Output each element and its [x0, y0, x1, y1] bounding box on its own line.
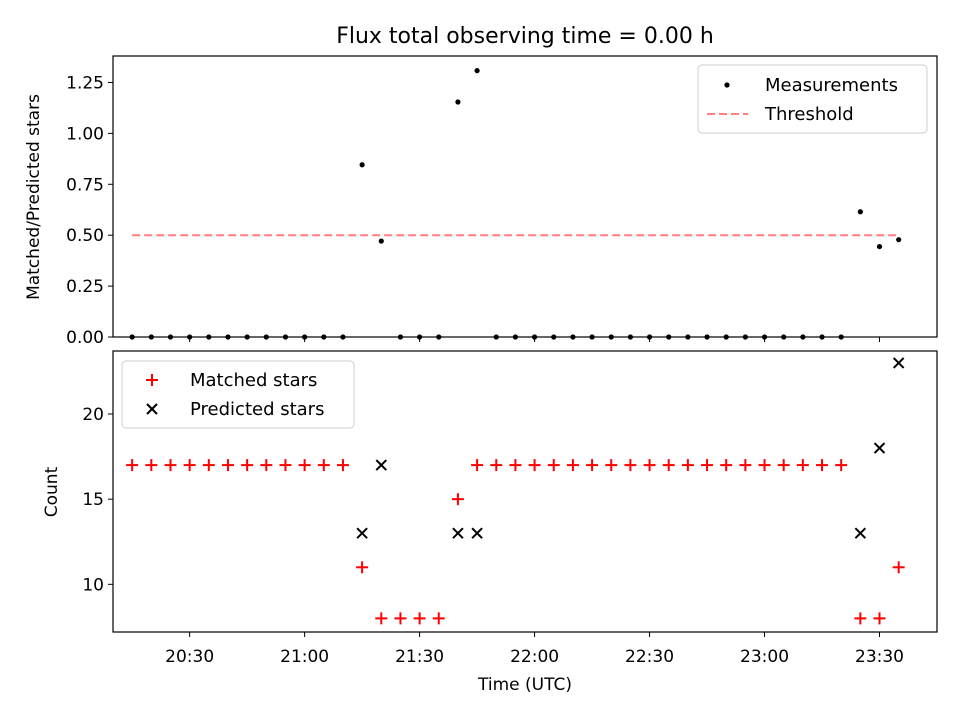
predicted-stars-point [873, 442, 886, 454]
matched-stars-point [586, 459, 599, 472]
matched-stars-point [260, 459, 273, 472]
measurement-point [857, 209, 863, 215]
ratio-y-tick-label: 1.25 [66, 73, 104, 93]
x-tick-label: 22:00 [510, 647, 559, 667]
matched-stars-point [720, 459, 733, 472]
x-tick-label: 23:00 [740, 647, 789, 667]
measurement-point [378, 238, 384, 244]
matched-stars-point [873, 612, 886, 625]
matched-stars-point [681, 459, 694, 472]
count-y-ticks: 10 15 20 [82, 405, 113, 595]
x-tick-label: 22:30 [625, 647, 674, 667]
matched-stars-point [241, 459, 254, 472]
matched-stars-point [202, 459, 215, 472]
matched-stars-point [413, 612, 426, 625]
count-legend: Matched stars Predicted stars [121, 360, 355, 429]
legend-predicted-label: Predicted stars [190, 399, 324, 420]
matched-stars-point [432, 612, 445, 625]
matched-stars-point [624, 459, 637, 472]
matched-stars-point [490, 459, 503, 472]
x-tick-label: 21:00 [280, 647, 329, 667]
legend-measurements-marker [724, 82, 730, 88]
matched-stars-point [183, 459, 196, 472]
matched-stars-point [547, 459, 560, 472]
ratio-x-ticks [189, 337, 881, 342]
measurement-point [455, 99, 461, 105]
x-axis-label: Time (UTC) [477, 675, 572, 695]
ratio-y-tick-label: 0.75 [66, 175, 104, 195]
matched-stars-point [317, 459, 330, 472]
matched-stars-point [279, 459, 292, 472]
matched-stars-point [221, 459, 234, 472]
matched-stars-point [892, 561, 905, 574]
ratio-y-tick-label: 0.50 [66, 226, 104, 246]
predicted-stars-point [892, 357, 905, 369]
matched-stars-point [451, 493, 464, 506]
count-y-tick-label: 15 [82, 490, 104, 510]
matched-stars-point [739, 459, 752, 472]
matched-stars-point [701, 459, 714, 472]
matched-stars-point [298, 459, 311, 472]
ratio-legend: Measurements Threshold [697, 64, 928, 134]
matched-stars-point [394, 612, 407, 625]
matched-stars-point [145, 459, 158, 472]
matched-stars-point [528, 459, 541, 472]
count-axes-frame [112, 350, 938, 633]
matched-stars-point [835, 459, 848, 472]
count-y-tick-label: 10 [82, 575, 104, 595]
matched-stars-point [471, 459, 484, 472]
measurement-point [474, 68, 480, 74]
matched-stars-point [356, 561, 369, 574]
ratio-y-ticks: 0.00 0.25 0.50 0.75 1.00 1.25 [66, 73, 113, 348]
count-panel: 10 15 20 20:30 21:00 21:30 22:00 22:30 23:00 23:… [42, 350, 938, 695]
matched-stars-point [643, 459, 656, 472]
legend-predicted-marker [146, 403, 158, 415]
count-legend-box [121, 360, 355, 429]
matched-stars-point [816, 459, 829, 472]
legend-matched-marker [146, 374, 158, 386]
legend-measurements-label: Measurements [765, 75, 898, 96]
matched-stars-point [375, 612, 388, 625]
x-tick-label: 20:30 [165, 647, 214, 667]
ratio-y-tick-label: 1.00 [66, 124, 104, 144]
x-tick-label: 23:30 [855, 647, 904, 667]
x-tick-label: 21:30 [395, 647, 444, 667]
predicted-stars-point [452, 527, 464, 539]
ratio-y-axis-label: Matched/Predicted stars [24, 94, 44, 300]
predicted-stars-point [854, 527, 867, 539]
ratio-axes-frame [112, 55, 938, 338]
predicted-stars-point [356, 527, 368, 539]
measurement-point [876, 243, 883, 250]
predicted-stars-point [471, 527, 483, 539]
legend-threshold-label: Threshold [764, 104, 854, 125]
chart-title: Flux total observing time = 0.00 h [336, 24, 714, 49]
matched-stars-point [796, 459, 809, 472]
matched-stars-point [758, 459, 771, 472]
ratio-legend-box [697, 64, 928, 134]
matched-stars-point [509, 459, 522, 472]
count-x-ticks: 20:30 21:00 21:30 22:00 22:30 23:00 23:30 [165, 632, 904, 667]
ratio-panel: Flux total observing time = 0.00 h 0.000… [24, 24, 938, 348]
count-y-tick-label: 20 [82, 405, 104, 425]
matched-stars-point [777, 459, 790, 472]
legend-matched-label: Matched stars [190, 370, 317, 391]
matched-stars-point [566, 459, 579, 472]
matched-stars-point [605, 459, 618, 472]
measurement-point [896, 237, 902, 243]
count-marks [126, 357, 905, 625]
matched-stars-point [126, 459, 139, 472]
ratio-y-tick-label: 0.00 [66, 328, 104, 348]
matched-stars-point [662, 459, 675, 472]
count-y-axis-label: Count [42, 466, 62, 517]
matched-stars-point [164, 459, 177, 472]
matched-stars-point [336, 459, 349, 472]
matched-stars-point [854, 612, 867, 625]
predicted-stars-point [375, 459, 387, 471]
measurement-point [359, 162, 365, 168]
ratio-y-tick-label: 0.25 [66, 277, 104, 297]
